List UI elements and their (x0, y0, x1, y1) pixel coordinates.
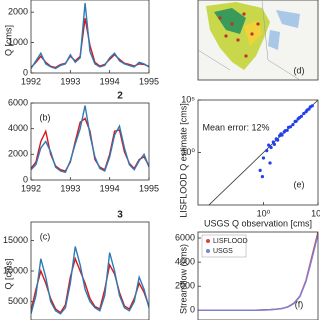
plot-area (31, 103, 149, 180)
point (267, 143, 271, 147)
y-tick-label: 0 (23, 174, 28, 184)
series-line (31, 105, 149, 174)
plot (31, 2, 149, 70)
y-tick-label: 0 (23, 67, 28, 77)
panel-label: (e) (294, 179, 305, 189)
panel: 0 2000 4000 6000 (f) Streamflow (cms) LISFLOOD… (175, 231, 319, 320)
y-axis-label: LISFLOOD Q estimate [cms] (178, 103, 188, 218)
panel: 0 1000 2000 1992 1993 1994 1995 Q [cms] (3, 0, 159, 86)
y-tick-label: 2000 (8, 7, 28, 17)
plot (198, 232, 318, 312)
map: (d) (197, 0, 319, 81)
plot (31, 246, 149, 315)
y-tick-label: 10⁰ (181, 147, 195, 157)
panel-label: (b) (40, 112, 51, 122)
panel: 5000 10000 15000 3 (c) Q [cms] (3, 210, 150, 320)
panel: 0 2000 4000 6000 1992 1993 1994 1995 2 (b) (8, 91, 159, 194)
lake (268, 30, 280, 50)
y-tick-label: 5000 (8, 296, 28, 306)
frame (30, 102, 150, 181)
x-tick-label: 1992 (21, 183, 41, 193)
plot-area (31, 0, 149, 73)
x-tick-label: 1994 (100, 76, 120, 86)
point (260, 175, 264, 179)
legend-label: LISFLOOD (213, 238, 248, 245)
point (269, 145, 273, 150)
x-tick-label: 1995 (139, 183, 159, 193)
y-tick-label: 6000 (8, 97, 28, 107)
x-tick-label: 1992 (21, 76, 41, 86)
frame (30, 0, 150, 74)
panel-label: (f) (295, 299, 304, 309)
plot (31, 105, 149, 174)
point (279, 132, 283, 136)
panel-label: (c) (40, 231, 51, 241)
y-tick-label: 10⁵ (181, 94, 195, 104)
series-line (198, 234, 318, 312)
x-tick-label: 10⁵ (311, 208, 320, 218)
x-tick-label: 1993 (60, 76, 80, 86)
y-tick-label: 4000 (175, 257, 195, 267)
legend-marker (206, 239, 210, 243)
x-tick-label: 1994 (100, 183, 120, 193)
y-tick-label: 0 (190, 305, 195, 315)
point (291, 123, 295, 127)
y-tick-label: 1000 (8, 37, 28, 47)
y-tick-label: 15000 (3, 235, 28, 245)
point (288, 125, 293, 129)
series-line (31, 2, 149, 70)
y-tick-label: 2000 (8, 149, 28, 159)
legend-label: USGS (213, 248, 233, 255)
x-tick-label: 10⁰ (257, 208, 271, 218)
y-axis-label: Q [cms] (3, 259, 13, 290)
panel-title: 3 (117, 210, 123, 221)
annotation: Mean error: 12% (202, 122, 269, 132)
point (268, 161, 272, 165)
plot (208, 100, 318, 205)
legend-marker (206, 249, 210, 253)
point (272, 142, 276, 146)
y-tick-label: 4000 (8, 123, 28, 133)
point (265, 149, 269, 153)
frame (30, 221, 150, 320)
panel-title: 2 (117, 91, 123, 102)
y-axis-label: Streamflow (cms) (178, 244, 188, 314)
x-tick-label: 1995 (139, 76, 159, 86)
series-line (31, 246, 149, 315)
plot-area (31, 222, 149, 320)
panel-label: (d) (294, 65, 305, 75)
point (276, 138, 280, 142)
point (261, 156, 266, 160)
point (285, 128, 289, 132)
panel: 10⁰ 10⁵ 10⁰ 10⁵ (e) Mean error: 12% LISFLOOD Q… (178, 94, 320, 228)
legend-box (201, 234, 247, 258)
border (197, 0, 301, 81)
lake (276, 10, 300, 28)
point (302, 111, 306, 116)
y-axis-label: Q [cms] (3, 25, 13, 56)
gauges (218, 12, 260, 58)
frame (197, 99, 319, 206)
point (258, 168, 262, 172)
x-tick-label: 1993 (60, 183, 80, 193)
y-tick-label: 10000 (3, 265, 28, 275)
y-tick-label: 2000 (175, 281, 195, 291)
frame (197, 231, 319, 320)
point (310, 104, 314, 108)
y-tick-label: 6000 (175, 232, 195, 242)
x-axis-label: USGS Q observation [cms] (204, 218, 312, 228)
point (299, 114, 303, 118)
basin-region (214, 8, 246, 34)
point (294, 119, 298, 123)
